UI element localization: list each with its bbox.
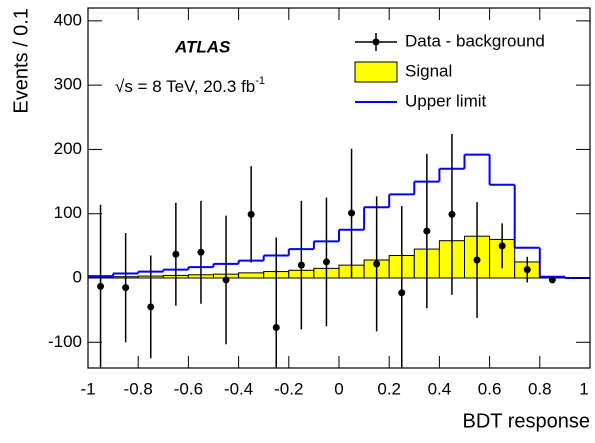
data-point	[498, 242, 506, 250]
x-tick-label: -1	[80, 379, 95, 398]
y-tick-label: 400	[54, 10, 82, 29]
data-point	[197, 248, 205, 256]
legend-label: Data - background	[405, 31, 545, 50]
x-tick-label: -0.4	[224, 379, 253, 398]
data-point	[147, 303, 155, 311]
x-tick-label: 0	[334, 379, 343, 398]
x-tick-label: 0.6	[478, 379, 502, 398]
data-point	[297, 261, 305, 269]
experiment-label: ATLAS	[174, 37, 231, 56]
x-tick-label: 0.8	[528, 379, 552, 398]
legend-key	[354, 61, 398, 83]
data-point	[97, 282, 105, 290]
data-point	[247, 210, 255, 218]
legend-label: Upper limit	[405, 91, 487, 110]
data-point	[122, 284, 130, 292]
data-point	[423, 227, 431, 235]
data-point	[548, 276, 556, 284]
y-tick-label: -100	[48, 332, 82, 351]
plot-area	[88, 134, 590, 368]
data-point	[523, 266, 531, 274]
x-tick-label: -0.8	[124, 379, 153, 398]
legend-label: Signal	[405, 61, 452, 80]
y-tick-label: 0	[73, 267, 82, 286]
x-tick-label: 1	[579, 379, 588, 398]
energy-text: √s = 8 TeV, 20.3 fb	[115, 77, 255, 96]
signal-bar	[238, 272, 265, 279]
data-point	[473, 256, 481, 264]
y-tick-label: 200	[54, 139, 82, 158]
data-point	[272, 324, 280, 331]
energy-superscript: -1	[255, 75, 265, 87]
energy-label: √s = 8 TeV, 20.3 fb-1	[115, 75, 265, 97]
data-point	[398, 289, 406, 297]
x-axis-label: BDT response	[463, 410, 590, 432]
data-point	[448, 210, 456, 218]
y-tick-label: 100	[54, 203, 82, 222]
data-point	[348, 209, 356, 217]
legend-key	[372, 38, 380, 46]
x-tick-label: 0.4	[428, 379, 452, 398]
x-tick-label: 0.2	[377, 379, 401, 398]
data-point	[373, 260, 381, 268]
x-tick-label: -0.6	[174, 379, 203, 398]
data-point	[222, 276, 230, 284]
data-point	[172, 250, 180, 258]
data-point	[322, 258, 330, 266]
y-axis-label: Events / 0.1	[10, 8, 32, 114]
y-tick-label: 300	[54, 75, 82, 94]
x-tick-label: -0.2	[274, 379, 303, 398]
